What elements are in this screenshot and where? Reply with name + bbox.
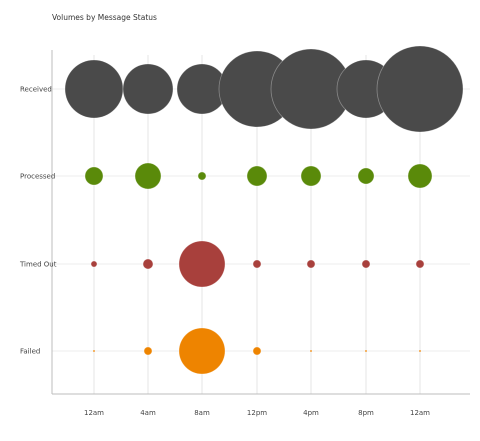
bubble-received[interactable] [376,45,464,133]
bubble-processed[interactable] [300,165,322,187]
bubble-failed[interactable] [92,349,96,353]
bubble-timed-out[interactable] [361,259,371,269]
bubble-timed-out[interactable] [252,259,262,269]
x-tick-label: 4am [140,409,156,417]
bubble-failed[interactable] [143,346,153,356]
bubble-failed[interactable] [252,346,262,356]
chart-title: Volumes by Message Status [52,13,157,22]
bubble-processed[interactable] [197,171,207,181]
bubble-processed[interactable] [246,165,268,187]
bubble-timed-out[interactable] [306,259,316,269]
row-label: Timed Out [19,261,57,269]
bubble-processed[interactable] [407,163,433,189]
row-label: Received [20,86,52,94]
row-label: Failed [20,348,40,356]
bubble-failed[interactable] [364,349,368,353]
bubble-timed-out[interactable] [142,258,154,270]
bubble-received[interactable] [64,59,124,119]
x-tick-label: 8am [194,409,210,417]
x-tick-label: 12am [410,409,430,417]
x-tick-label: 4pm [303,409,319,417]
bubble-processed[interactable] [84,166,104,186]
bubble-timed-out[interactable] [415,259,425,269]
bubble-processed[interactable] [357,167,375,185]
bubble-failed[interactable] [418,349,422,353]
bubble-processed[interactable] [134,162,162,190]
bubble-failed[interactable] [178,327,226,375]
bubble-timed-out[interactable] [178,240,226,288]
row-label: Processed [20,173,55,181]
x-tick-label: 12pm [247,409,267,417]
bubble-series [64,45,464,375]
bubble-received[interactable] [122,63,174,115]
x-tick-label: 12am [84,409,104,417]
axis-labels: Received Processed Timed Out Failed 12am 4am 8… [19,86,430,418]
bubble-failed[interactable] [309,349,313,353]
bubble-timed-out[interactable] [90,260,98,268]
x-tick-label: 8pm [358,409,374,417]
